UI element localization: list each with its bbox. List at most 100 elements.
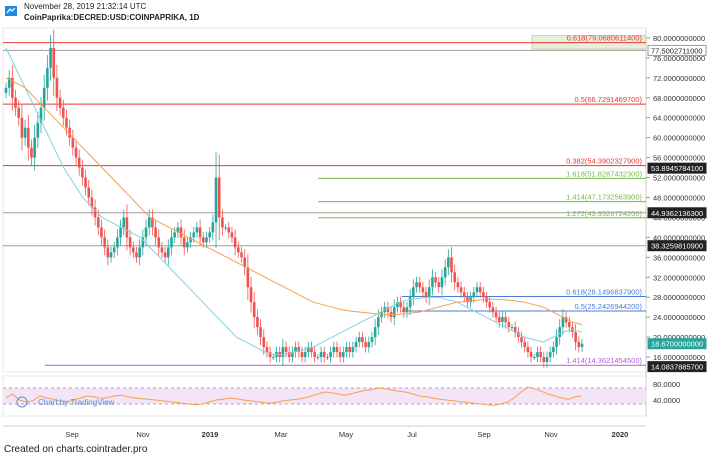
price-badge	[647, 338, 707, 350]
candle-body	[176, 227, 180, 233]
fib-level-label: 1.618(51.8287432300)	[566, 169, 642, 178]
candle-body	[259, 327, 262, 338]
candle-body	[552, 347, 555, 353]
candle-body	[284, 347, 288, 353]
price-tick-label: 64.0000000000	[653, 114, 705, 123]
candle-body	[517, 332, 520, 338]
candle-body	[412, 287, 415, 298]
candle-body	[224, 227, 227, 229]
candle-body	[230, 232, 234, 238]
candle-body	[450, 257, 453, 273]
candle-body	[491, 307, 495, 313]
candle-body	[322, 352, 326, 358]
candle-body	[507, 322, 511, 328]
candle-body	[240, 252, 243, 258]
candle-body	[351, 347, 355, 353]
candle-body	[402, 307, 406, 313]
candle-body	[357, 337, 361, 343]
time-tick-label: Sep	[477, 430, 490, 439]
candle-body	[577, 342, 581, 348]
price-badge	[647, 361, 707, 373]
moving-average-slow	[5, 77, 583, 326]
candle-body	[478, 287, 482, 293]
candle-body	[338, 352, 342, 358]
candle-body	[227, 227, 231, 233]
price-badge-label: 38.3259810900	[651, 242, 703, 251]
candle-body	[49, 47, 52, 68]
candle-body	[87, 187, 91, 198]
candle-body	[17, 107, 21, 118]
fib-level-label: 1.414(14.3621454500)	[566, 356, 642, 365]
candle-body	[55, 77, 59, 98]
time-tick-label: Mar	[275, 430, 288, 439]
candle-body	[14, 97, 17, 108]
candle-body	[81, 167, 84, 178]
price-badge	[647, 162, 707, 174]
fib-level-label: 0.618(79.0680611400)	[567, 34, 643, 43]
candle-body	[243, 257, 246, 268]
candle-body	[68, 127, 71, 138]
candle-body	[65, 117, 68, 128]
candle-body	[217, 177, 221, 218]
price-tick-label: 56.0000000000	[653, 154, 705, 163]
candle-body	[26, 127, 30, 148]
candle-body	[529, 352, 533, 358]
candle-body	[564, 317, 568, 323]
candle-body	[364, 342, 367, 348]
price-tick-label: 76.0000000000	[653, 54, 705, 63]
price-badge	[647, 240, 707, 252]
candle-body	[510, 327, 514, 329]
candle-body	[42, 87, 46, 108]
candle-body	[504, 317, 507, 323]
candle-body	[36, 122, 40, 138]
candle-body	[125, 217, 129, 238]
candle-body	[580, 343, 584, 348]
candle-body	[459, 287, 463, 293]
candle-body	[30, 147, 33, 158]
time-tick-label: 2019	[202, 430, 219, 439]
candle-body	[100, 227, 103, 238]
candle-body	[205, 237, 208, 243]
candle-body	[147, 217, 151, 228]
candle-body	[297, 347, 301, 353]
candle-body	[437, 282, 441, 288]
candle-body	[332, 347, 336, 353]
price-tick-label: 80.0000000000	[653, 34, 705, 43]
candle-body	[160, 247, 164, 253]
candle-body	[96, 217, 100, 228]
candle-body	[501, 317, 504, 323]
candle-body	[221, 217, 224, 228]
candle-body	[316, 357, 320, 359]
chart-timestamp: November 28, 2019 21:32:14 UTC	[24, 2, 147, 11]
footer-credit: Created on charts.cointrader.pro	[4, 444, 148, 455]
candle-body	[434, 277, 437, 283]
candle-body	[198, 227, 202, 238]
rsi-line	[5, 386, 583, 406]
candle-body	[252, 302, 256, 318]
price-tick-label: 60.0000000000	[653, 134, 705, 143]
candle-body	[377, 317, 380, 328]
candle-body	[539, 352, 542, 358]
candle-body	[11, 77, 14, 98]
price-badge-label: 77.5002711000	[651, 46, 703, 55]
candle-body	[157, 237, 161, 248]
candle-body	[211, 222, 215, 233]
price-pane	[2, 27, 647, 373]
candle-body	[170, 237, 173, 248]
candle-body	[447, 257, 450, 268]
price-badge	[647, 44, 707, 56]
candle-body	[418, 282, 422, 288]
candle-body	[135, 252, 138, 258]
candle-body	[523, 342, 527, 348]
candle-body	[166, 247, 170, 258]
candle-body	[408, 297, 412, 308]
candle-body	[558, 327, 562, 338]
candle-body	[462, 292, 466, 298]
candle-body	[237, 247, 240, 253]
candle-body	[4, 87, 8, 93]
candle-body	[202, 237, 205, 243]
candle-body	[405, 307, 409, 313]
candle-body	[415, 282, 418, 288]
